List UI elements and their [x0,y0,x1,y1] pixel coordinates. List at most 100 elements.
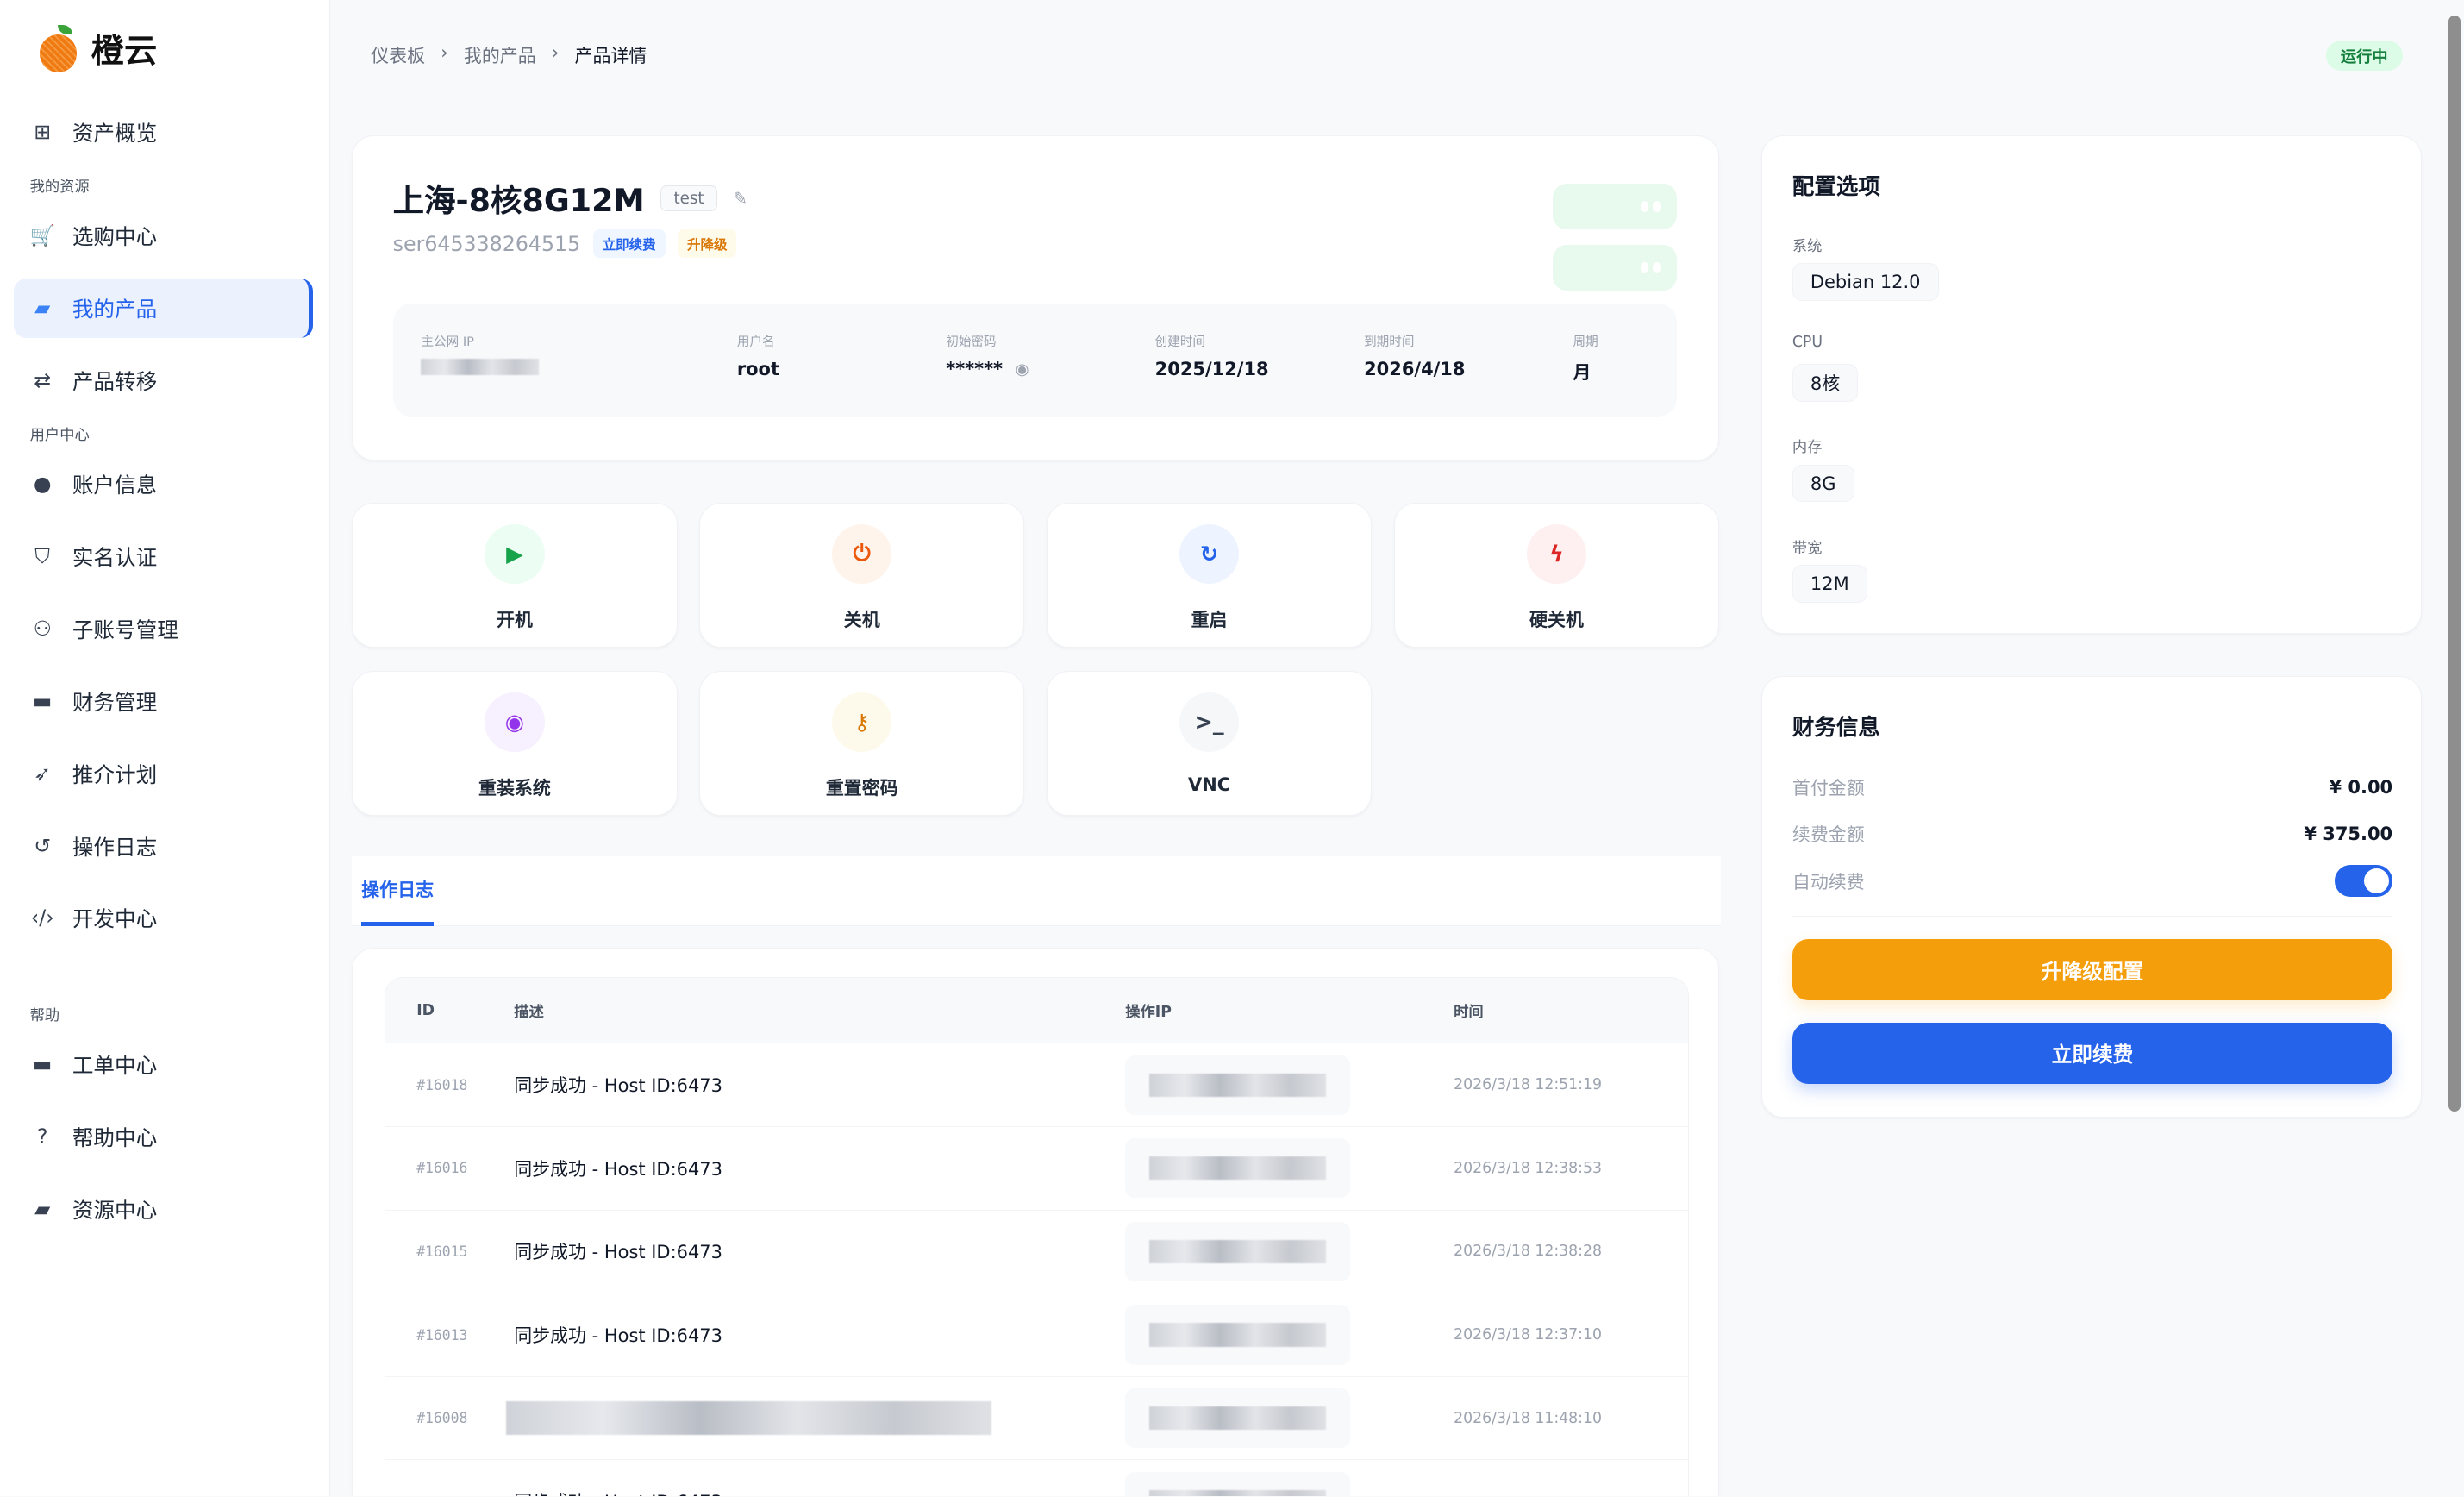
renew-tag-button[interactable]: 立即续费 [592,229,666,259]
sidebar-item[interactable]: ⊞ 资产概览 [14,102,312,161]
edit-icon[interactable]: ✎ [733,188,748,210]
action-button[interactable]: >_ VNC [1046,671,1373,816]
redacted-ip [1149,1489,1326,1497]
product-title: 上海-8核8G12M test ✎ [393,176,747,221]
finance-title: 财务信息 [1792,715,1880,742]
sidebar-item[interactable]: ↺ 操作日志 [14,816,312,875]
sidebar-item-label: 我的产品 [72,297,158,323]
box-icon: ▰ [34,296,51,321]
info-created: 创建时间 2025/12/18 [1154,334,1269,380]
chevron-right-icon: › [441,42,448,64]
redacted-desc [506,1401,992,1435]
log-id: #16016 [416,1160,468,1177]
finance-card: 财务信息 首付金额 ¥ 0.00 续费金额 ¥ 375.00 自动续费 升降级配置 … [1761,675,2422,1118]
log-ip [1125,1221,1454,1282]
action-button[interactable]: ▶ 开机 [352,503,678,648]
sidebar-item-label: 开发中心 [72,906,158,932]
product-name: 上海-8核8G12M [392,182,645,220]
chevron-right-icon: › [551,42,560,64]
upgrade-tag-button[interactable]: 升降级 [678,229,737,259]
tab-operation-log[interactable]: 操作日志 [361,856,435,926]
status-badge: 运行中 [2325,41,2403,71]
renew-now-button[interactable]: 立即续费 [1792,1022,2393,1084]
question-icon: ? [36,1124,48,1149]
serial-number: ser645338264515 [392,231,581,256]
action-button[interactable]: ⚷ 重置密码 [699,671,1025,816]
sidebar-item[interactable]: 🛒 选购中心 [14,206,312,266]
redacted-ip [1149,1406,1326,1431]
log-desc: 同步成功 - Host ID:6473 [514,1158,722,1180]
redacted-ip [1149,1073,1326,1097]
sidebar-item[interactable]: ⚇ 子账号管理 [14,598,312,658]
log-ip [1125,1471,1454,1497]
action-label: 重启 [1191,609,1228,630]
log-desc [506,1401,1125,1435]
action-button[interactable]: ↻ 重启 [1046,503,1373,648]
breadcrumb-current: 产品详情 [574,46,647,67]
sidebar-item[interactable]: ➶ 推介计划 [14,743,312,803]
grid-icon: ⊞ [34,120,52,145]
rocket-icon: ➶ [34,761,52,786]
sidebar-item[interactable]: ? 帮助中心 [14,1106,312,1166]
first-payment-row: 首付金额 ¥ 0.00 [1792,776,2393,799]
breadcrumb: 仪表板 › 我的产品 › 产品详情 [371,42,647,68]
log-ip [1125,1138,1454,1199]
config-card: 配置选项 系统 Debian 12.0 CPU 8核 内存 8G 带宽 12M [1761,135,2422,634]
disc-icon: ◉ [485,692,545,753]
sidebar-item-label: 选购中心 [72,224,158,250]
breadcrumb-my-products[interactable]: 我的产品 [463,46,536,67]
sidebar-item[interactable]: ⛉ 实名认证 [14,527,312,586]
action-label: 重置密码 [825,777,898,799]
log-card: ID 描述 操作IP 时间 #16018 同步成功 - Host ID:6473 2026… [352,948,1720,1497]
sidebar-item[interactable]: ▰ 资源中心 [14,1179,312,1238]
sidebar-item[interactable]: ▰ 我的产品 [14,278,313,338]
config-label: 内存 [1792,439,1823,457]
action-button[interactable]: ⏻ 关机 [699,503,1025,648]
log-id: #16008 [416,1410,468,1427]
info-expires: 到期时间 2026/4/18 [1364,334,1466,380]
logo[interactable]: 橙云 [38,25,158,72]
action-button[interactable]: ϟ 硬关机 [1393,503,1720,648]
redacted-green-button[interactable] [1552,184,1677,230]
auto-renew-row: 自动续费 [1792,865,2393,917]
sidebar-item-label: 帮助中心 [72,1124,158,1150]
info-cycle: 周期月 [1573,334,1598,384]
action-button[interactable]: ◉ 重装系统 [352,671,678,816]
log-time: 2026/3/18 12:38:53 [1454,1159,1603,1177]
log-desc: 同步成功 - Host ID:6473 [514,1325,722,1346]
upgrade-config-button[interactable]: 升降级配置 [1792,939,2393,1001]
sidebar-divider [16,960,315,962]
info-username: 用户名 root [736,334,779,380]
scrollbar[interactable] [2448,16,2461,1112]
action-label: 开机 [496,609,533,630]
log-id: #16013 [416,1326,468,1344]
redacted-green-button[interactable] [1552,245,1677,291]
power-icon: ⏻ [832,523,892,585]
sidebar-item[interactable]: ‹/› 开发中心 [14,888,312,948]
log-ip [1125,1055,1454,1115]
sidebar-item-label: 财务管理 [72,689,158,715]
action-label: 重装系统 [478,777,551,799]
brand-name: 橙云 [91,32,158,72]
log-table: ID 描述 操作IP 时间 #16018 同步成功 - Host ID:6473 2026… [384,976,1689,1497]
breadcrumb-dashboard[interactable]: 仪表板 [371,46,426,67]
redacted-ip [1149,1323,1326,1347]
wallet-icon: ▬ [33,688,53,713]
sidebar-item[interactable]: ▬ 财务管理 [14,671,312,730]
sidebar-item-label: 推介计划 [72,761,158,787]
sidebar-item[interactable]: ⇄ 产品转移 [14,350,312,410]
code-icon: ‹/› [30,905,54,930]
config-label: CPU [1792,334,1823,352]
sidebar-item[interactable]: ▬ 工单中心 [14,1034,312,1093]
auto-renew-toggle[interactable] [2334,865,2393,897]
shield-icon: ⛉ [34,544,51,569]
nav-section-label: 我的资源 [29,179,90,197]
eye-icon[interactable]: ◉ [1015,360,1029,379]
play-icon: ▶ [485,523,545,585]
nav-section-label: 帮助 [29,1006,60,1024]
renew-amount-row: 续费金额 ¥ 375.00 [1792,824,2393,846]
config-value: 8G [1792,464,1854,503]
sidebar-item-label: 操作日志 [72,834,158,860]
sidebar-item[interactable]: ● 账户信息 [14,454,312,514]
sidebar-item-label: 资源中心 [72,1197,158,1223]
